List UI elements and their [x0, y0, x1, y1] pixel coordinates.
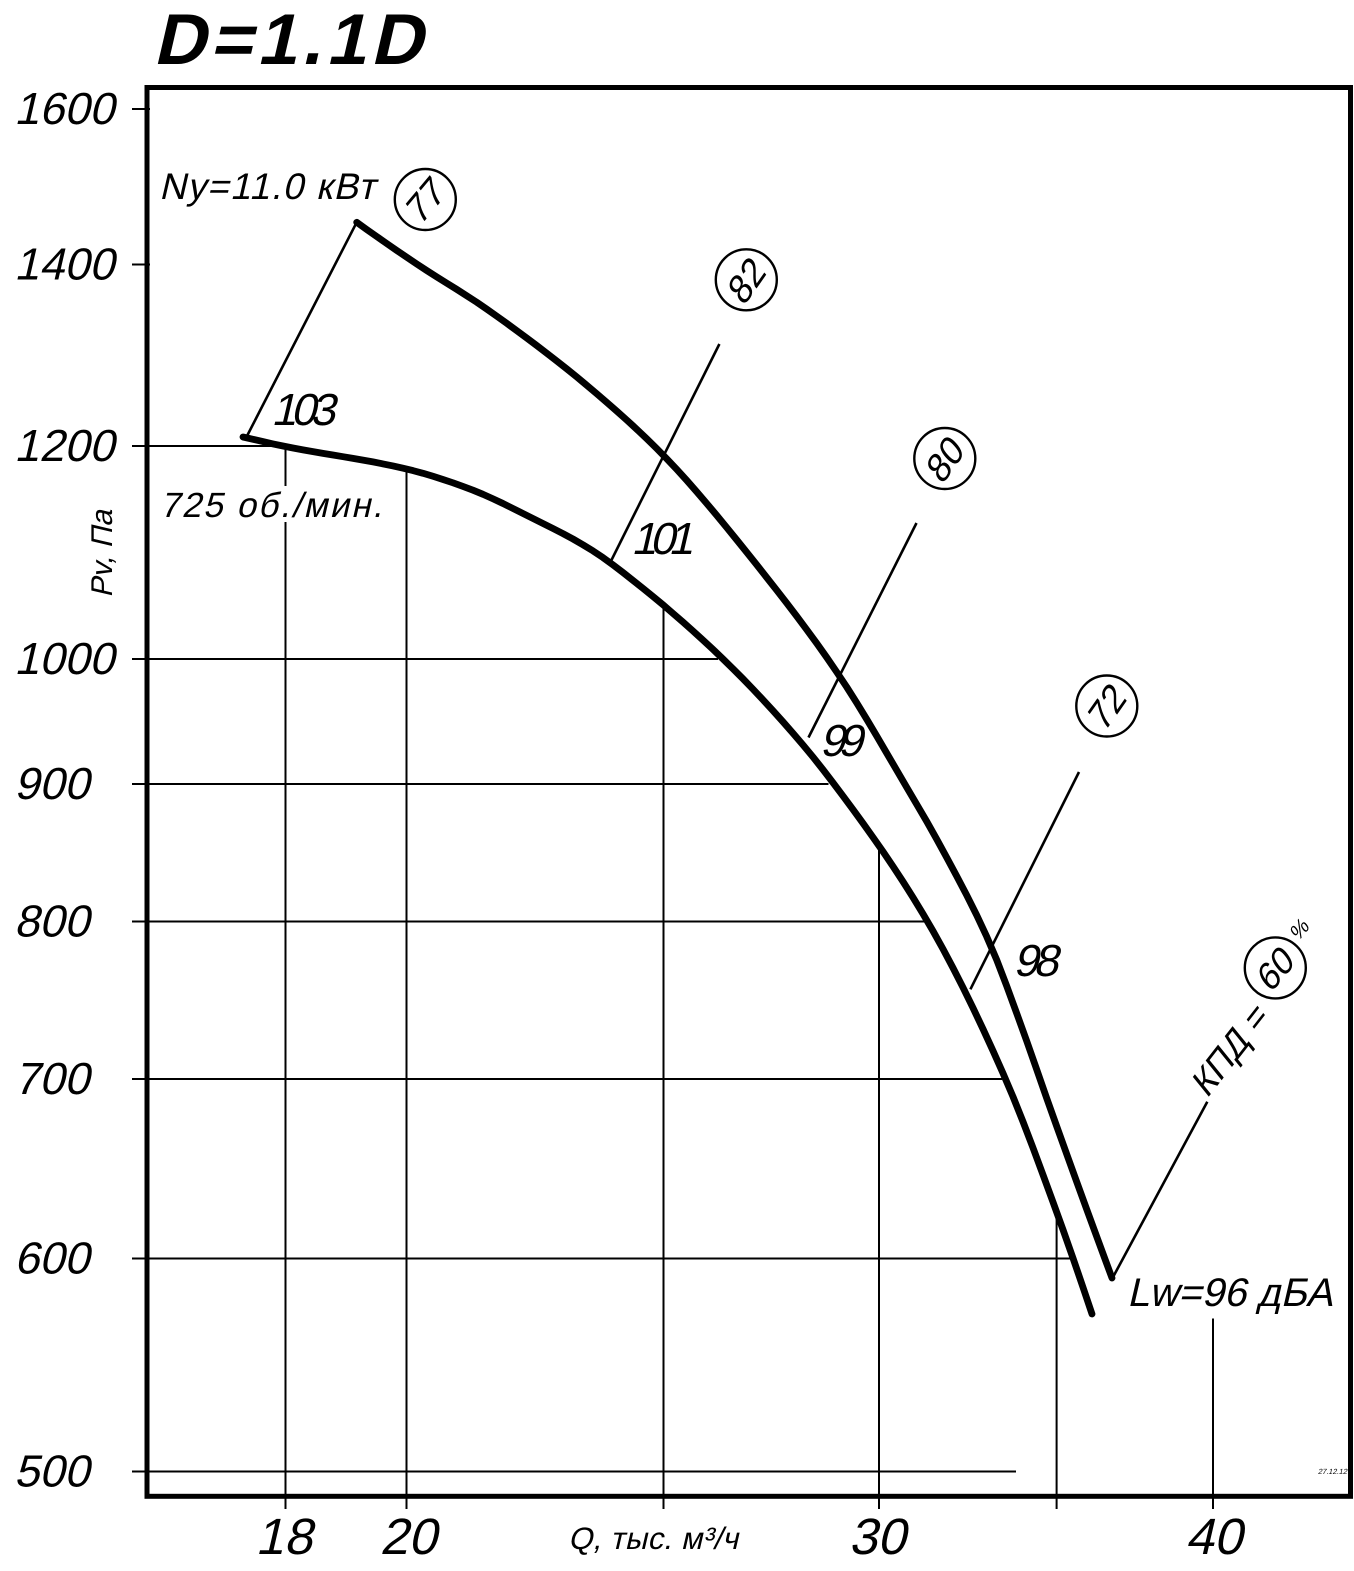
svg-text:500: 500 [12, 1446, 99, 1496]
svg-text:600: 600 [12, 1233, 99, 1283]
svg-text:800: 800 [12, 896, 99, 946]
svg-text:1600: 1600 [12, 84, 124, 134]
svg-text:20: 20 [377, 1508, 447, 1565]
svg-text:27.12.12: 27.12.12 [1317, 1467, 1348, 1476]
svg-text:103: 103 [269, 385, 345, 435]
svg-text:700: 700 [12, 1054, 99, 1104]
svg-text:Lw=96 дБА: Lw=96 дБА [1125, 1269, 1341, 1314]
svg-text:D=1.1D: D=1.1D [149, 0, 441, 80]
svg-text:Pv, Па: Pv, Па [85, 504, 119, 599]
svg-text:1000: 1000 [12, 634, 124, 684]
svg-text:40: 40 [1183, 1508, 1253, 1565]
svg-text:725 об./мин.: 725 об./мин. [158, 485, 389, 524]
svg-text:Q, тыс. м³/ч: Q, тыс. м³/ч [566, 1521, 744, 1556]
svg-text:18: 18 [253, 1508, 323, 1565]
svg-text:1400: 1400 [12, 239, 124, 289]
svg-text:Ny=11.0 кВт: Ny=11.0 кВт [157, 165, 383, 206]
svg-text:101: 101 [629, 514, 703, 564]
svg-text:900: 900 [12, 759, 99, 809]
svg-text:30: 30 [846, 1508, 916, 1565]
svg-text:1200: 1200 [12, 421, 124, 471]
